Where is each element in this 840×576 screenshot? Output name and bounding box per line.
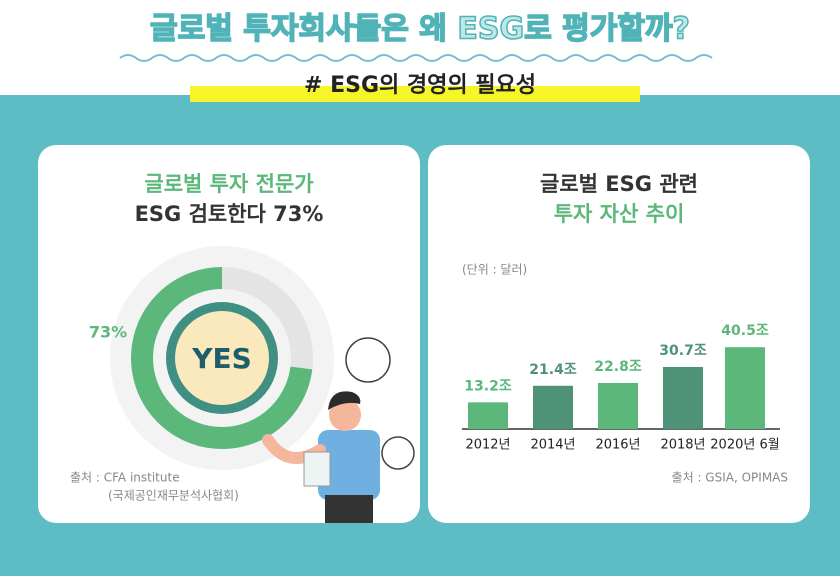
donut-subtitle: ESG 검토한다 73%: [135, 202, 324, 226]
face: [329, 399, 361, 431]
bar: [725, 347, 765, 429]
source: 출처 : CFA institute: [70, 471, 180, 485]
main-title: 글로벌 투자회사들은 왜 ESG로 평가할까?: [150, 12, 690, 47]
icon-bubble: [345, 337, 391, 383]
paper: [303, 451, 331, 487]
donut-group: YES 73%: [89, 246, 334, 470]
source: 출처 : GSIA, OPIMAS: [672, 471, 788, 485]
person: [262, 337, 415, 523]
value-label: 40.5조: [721, 323, 769, 339]
donut-title: 글로벌 투자 전문가: [144, 172, 314, 196]
wave-line: [119, 54, 713, 62]
subtitle: # ESG의 경영의 필요성: [304, 73, 536, 98]
x-tick-label: 2016년: [595, 438, 640, 453]
source-detail: (국제공인재무분석사협회): [108, 489, 239, 503]
x-tick-label: 2012년: [465, 438, 510, 453]
inner-circle: [175, 311, 269, 405]
donut-segment: [131, 267, 313, 449]
hair: [328, 391, 361, 410]
value-label: 22.8조: [594, 359, 642, 375]
highlight: [190, 86, 640, 102]
value-label: 73%: [89, 323, 127, 342]
bar-subtitle: 투자 자산 추이: [554, 202, 685, 226]
x-tick-label: 2020년 6월: [710, 438, 779, 453]
bar: [598, 382, 638, 429]
value-label: 21.4조: [529, 362, 577, 378]
pants: [325, 495, 373, 523]
bar: [468, 402, 508, 429]
bar: [663, 366, 703, 429]
center-label: YES: [191, 342, 252, 375]
value-label: 30.7조: [659, 343, 707, 359]
unit-label: (단위 : 달러): [462, 263, 527, 277]
value-label: 13.2조: [464, 378, 512, 394]
icon-bubble: [381, 436, 415, 470]
x-tick-label: 2014년: [530, 438, 575, 453]
x-tick-label: 2018년: [660, 438, 705, 453]
bar: [533, 385, 573, 429]
bar-title: 글로벌 ESG 관련: [540, 172, 698, 196]
shirt: [318, 430, 380, 500]
